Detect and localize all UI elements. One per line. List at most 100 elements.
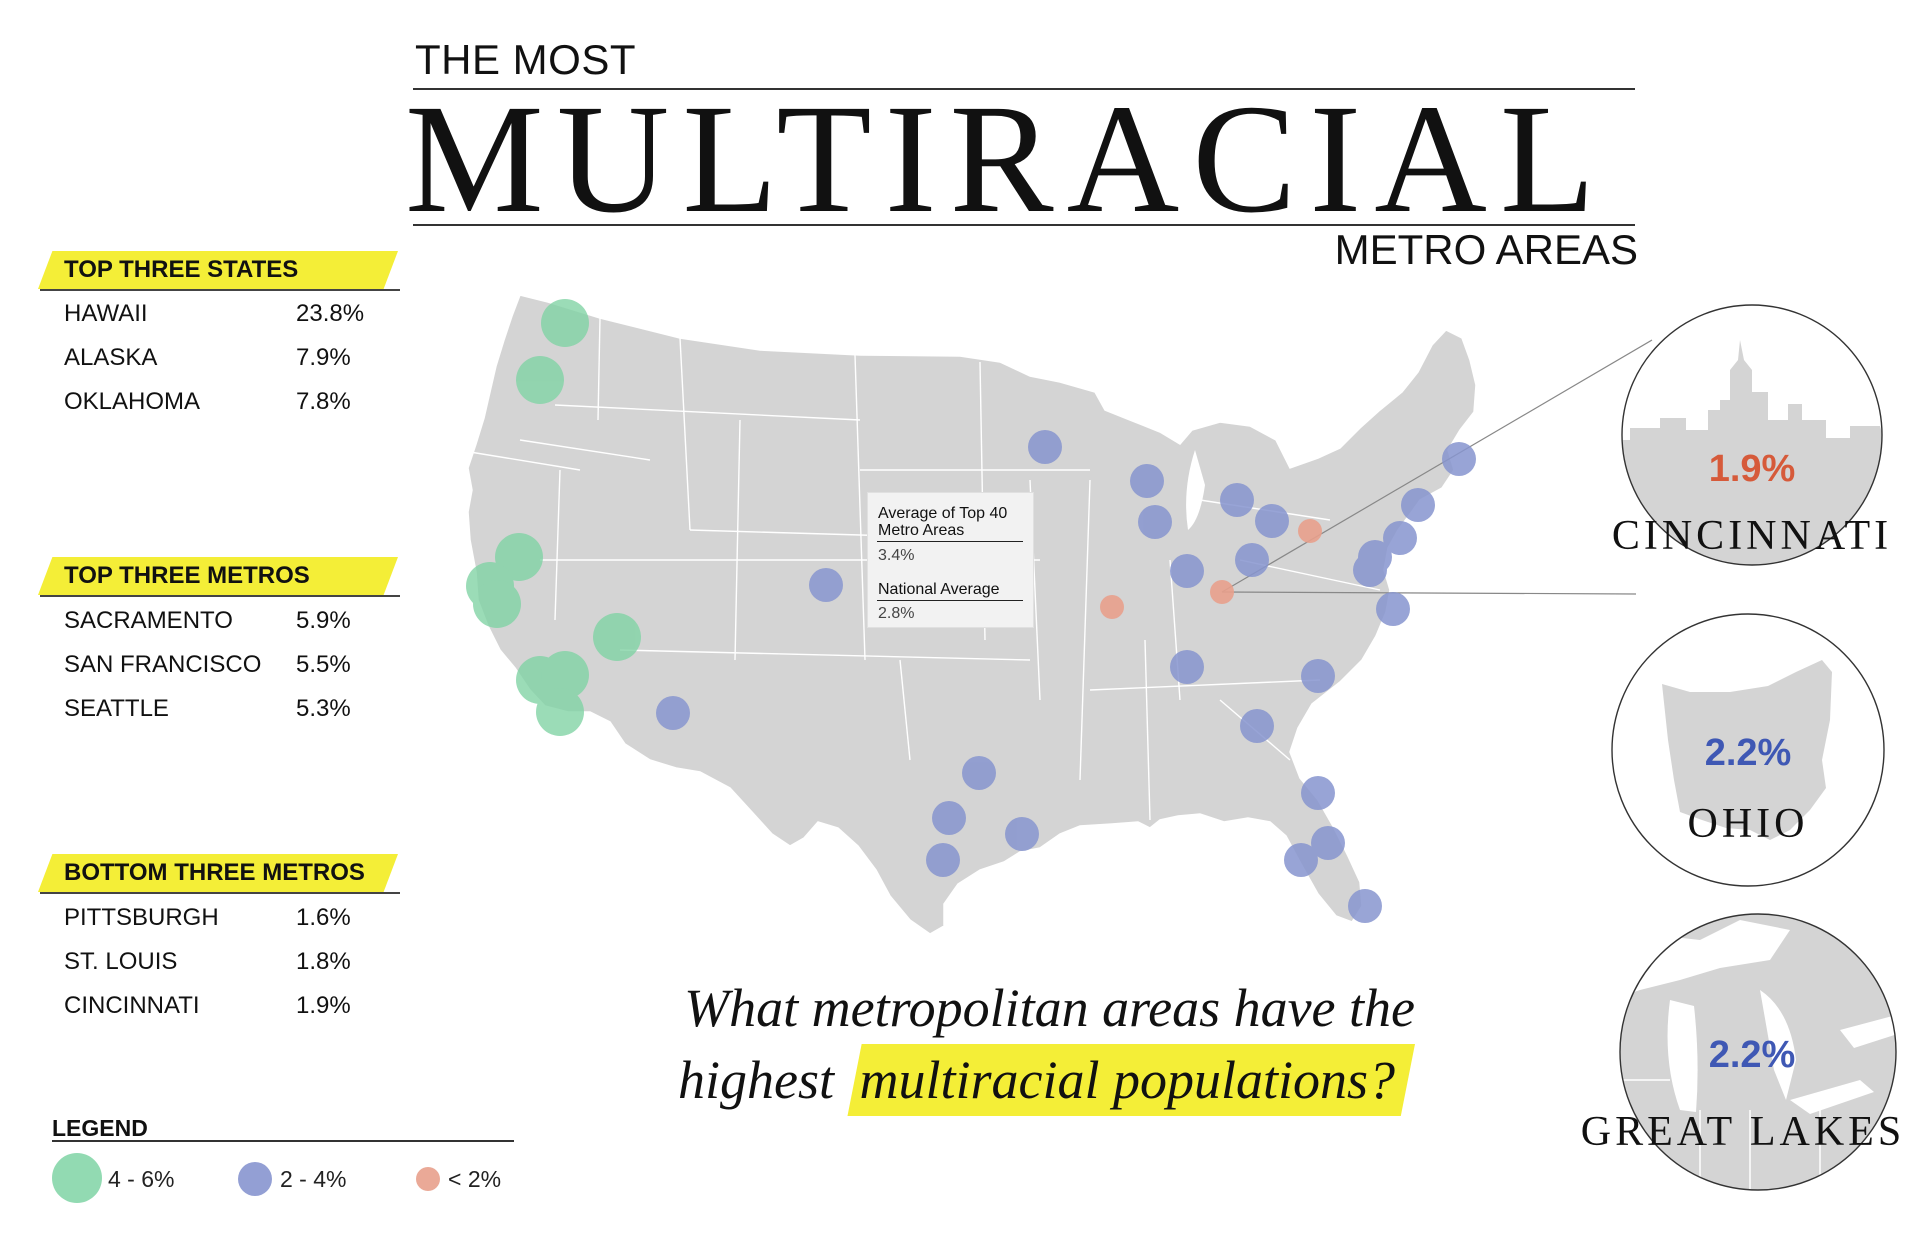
tooltip-nat-label: National Average	[878, 581, 1000, 598]
bubble-blue-20	[1301, 776, 1335, 810]
question-text: What metropolitan areas have the highest…	[555, 972, 1415, 1116]
top-metros-row-3-value: 5.3%	[296, 695, 351, 722]
bubble-blue-11	[1235, 543, 1269, 577]
question-line-1: What metropolitan areas have the	[684, 978, 1415, 1038]
bubble-blue-26	[1348, 889, 1382, 923]
states-row-2-value: 7.9%	[296, 344, 351, 371]
bubble-blue-14	[1376, 592, 1410, 626]
bubbles-orange	[1100, 519, 1322, 619]
bubbles-blue	[656, 430, 1476, 923]
inset-cincinnati-name: CINCINNATI	[1611, 513, 1893, 559]
bubble-blue-19	[962, 756, 996, 790]
bottom-metros-title: BOTTOM THREE METROS	[64, 859, 365, 886]
bubble-blue-10	[1353, 553, 1387, 587]
bottom-metros-row-2-name: ST. LOUIS	[64, 948, 178, 975]
averages-tooltip: Average of Top 40 Metro Areas 3.4% Natio…	[868, 493, 1033, 627]
bubble-green-6	[593, 613, 641, 661]
bubble-blue-13	[809, 568, 843, 602]
states-banner	[38, 251, 398, 289]
bubble-blue-16	[1301, 659, 1335, 693]
question-line-2: highest multiracial populations?	[555, 1044, 1415, 1116]
bottom-metros-banner	[38, 854, 398, 892]
tooltip-avg-label-2: Metro Areas	[878, 522, 965, 539]
top-metros-rule	[40, 595, 400, 597]
bubble-green-8	[541, 651, 589, 699]
bottom-metros-row-2-value: 1.8%	[296, 948, 351, 975]
ohio-shape	[1662, 660, 1832, 840]
bottom-metros-row-1-value: 1.6%	[296, 904, 351, 931]
inset-circle-cincinnati	[1621, 304, 1883, 566]
tooltip-nat-rule	[877, 600, 1023, 602]
bubble-blue-21	[932, 801, 966, 835]
top-metros-row-1-value: 5.9%	[296, 607, 351, 634]
bubble-blue-5	[1255, 504, 1289, 538]
inset-circle-ohio	[1611, 613, 1885, 887]
inset-great-lakes-value: 2.2%	[1708, 1034, 1796, 1076]
inset-ohio-value: 2.2%	[1704, 732, 1792, 774]
bubble-blue-22	[1005, 817, 1039, 851]
bubble-blue-2	[1130, 464, 1164, 498]
top-metros-banner	[38, 557, 398, 595]
inset-great-lakes-name: GREAT LAKES	[1580, 1109, 1906, 1155]
bubble-blue-15	[1170, 650, 1204, 684]
inset-cincinnati-value: 1.9%	[1708, 448, 1796, 490]
legend-swatches	[52, 1153, 440, 1203]
bubble-green-5	[473, 580, 521, 628]
bubble-green-2	[516, 356, 564, 404]
states-title: TOP THREE STATES	[64, 256, 299, 283]
title-line-3: METRO AREAS	[1334, 226, 1638, 273]
bubble-blue-6	[1442, 442, 1476, 476]
inset-connector-lower	[1221, 591, 1637, 595]
states-row-3-value: 7.8%	[296, 388, 351, 415]
states-row-2-name: ALASKA	[64, 344, 158, 371]
lake-michigan	[1186, 450, 1205, 530]
bubble-blue-8	[1383, 521, 1417, 555]
legend-swatch-blue	[238, 1162, 272, 1196]
title-rule-bottom	[413, 224, 1635, 226]
inset-ohio-name: OHIO	[1687, 801, 1809, 847]
bubble-orange-cincinnati	[1210, 580, 1234, 604]
bubble-blue-7	[1401, 488, 1435, 522]
top-metros-row-2-name: SAN FRANCISCO	[64, 651, 262, 678]
states-rule	[40, 289, 400, 291]
bubble-green-3	[495, 533, 543, 581]
legend-rule	[52, 1140, 514, 1142]
legend-swatch-orange	[416, 1167, 440, 1191]
inset-graphics	[1611, 304, 1897, 1191]
tooltip-avg-label-1: Average of Top 40	[878, 505, 1008, 522]
legend-label-orange: < 2%	[448, 1166, 502, 1192]
top-metros-title: TOP THREE METROS	[64, 562, 310, 589]
legend-label-blue: 2 - 4%	[280, 1166, 347, 1192]
great-lakes-shape	[1620, 914, 1896, 1190]
tooltip-avg-rule	[877, 541, 1023, 543]
states-row-3-name: OKLAHOMA	[64, 388, 201, 415]
bubble-blue-4	[1220, 483, 1254, 517]
bubble-blue-18	[1240, 709, 1274, 743]
legend-label-green: 4 - 6%	[108, 1166, 175, 1192]
states-row-1-name: HAWAII	[64, 300, 148, 327]
question-highlight: multiracial populations?	[847, 1044, 1415, 1116]
inset-connector-upper	[1221, 339, 1653, 593]
bubble-blue-12	[1170, 554, 1204, 588]
bubble-blue-24	[1284, 843, 1318, 877]
title-rule-top	[413, 88, 1635, 90]
bottom-metros-rule	[40, 892, 400, 894]
bubble-orange-st-louis	[1100, 595, 1124, 619]
tooltip-avg-value: 3.4%	[878, 547, 915, 564]
bottom-metros-row-3-value: 1.9%	[296, 992, 351, 1019]
bubble-blue-1	[1028, 430, 1062, 464]
bubble-blue-17	[656, 696, 690, 730]
states-row-1-value: 23.8%	[296, 300, 365, 327]
inset-circle-great-lakes	[1619, 913, 1897, 1191]
tooltip-nat-value: 2.8%	[878, 605, 915, 622]
bubbles-green	[466, 299, 641, 736]
legend-swatch-green	[52, 1153, 102, 1203]
bubble-blue-3	[1138, 505, 1172, 539]
bubble-orange-pittsburgh	[1298, 519, 1322, 543]
top-metros-row-1-name: SACRAMENTO	[64, 607, 233, 634]
bubble-blue-23	[1311, 826, 1345, 860]
bubble-green-9	[536, 688, 584, 736]
bubble-green-1	[541, 299, 589, 347]
cincinnati-skyline	[1622, 340, 1882, 565]
question-plain: highest	[677, 1050, 834, 1110]
